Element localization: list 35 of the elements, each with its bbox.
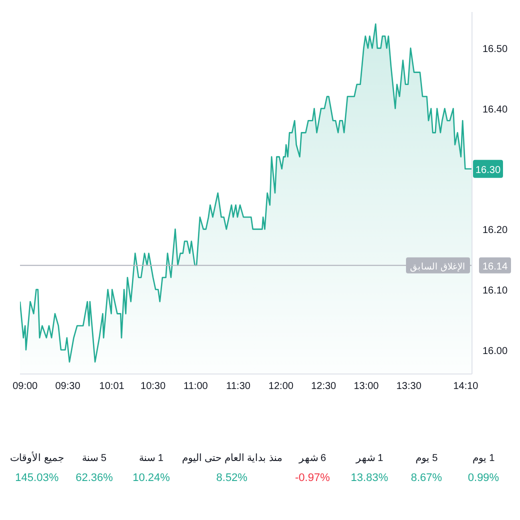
x-tick-label: 14:10: [453, 381, 479, 392]
category-label: 5 يوم: [414, 452, 439, 464]
category-label: 1 يوم: [471, 452, 496, 464]
annotation: 16.30: [475, 164, 501, 176]
data-label: 8.67%: [410, 472, 444, 484]
data-label: 0.99%: [466, 472, 500, 484]
data-label: 8.52%: [215, 472, 248, 484]
x-tick-label: 13:00: [354, 381, 380, 392]
x-tick-label: 10:01: [99, 381, 125, 392]
x-tick-label: 12:00: [268, 381, 294, 392]
data-label: 10.24%: [132, 472, 171, 484]
y-tick-label: 16.50: [482, 44, 508, 56]
x-tick-label: 09:00: [12, 381, 38, 392]
data-label: 145.03%: [14, 472, 60, 484]
x-tick-label: 13:30: [396, 381, 422, 392]
x-tick-label: 12:30: [311, 381, 337, 392]
x-tick-label: 10:30: [140, 381, 166, 392]
category-label: 5 سنة: [81, 452, 108, 464]
category-label: جميع الأوقات: [10, 452, 64, 464]
category-label: 1 سنة: [138, 452, 164, 464]
category-label: منذ بداية العام حتى اليوم: [182, 452, 282, 464]
y-tick-label: 16.40: [482, 104, 508, 116]
x-tick-label: 11:00: [184, 381, 208, 392]
ref-line-label: الإغلاق السابق: [410, 261, 466, 272]
y-tick-label: 16.00: [482, 346, 508, 357]
y-tick-label: 16.10: [482, 286, 508, 297]
x-tick-label: 11:30: [226, 381, 251, 392]
y-tick-label: 16.14: [482, 261, 508, 272]
data-label: 13.83%: [350, 472, 390, 484]
data-label: -0.97%: [294, 472, 331, 484]
category-label: 6 شهر: [298, 452, 328, 464]
y-tick-label: 16.20: [482, 225, 508, 236]
category-label: 1 شهر: [354, 452, 384, 464]
x-tick-label: 09:30: [55, 381, 81, 392]
data-label: 62.36%: [74, 472, 114, 484]
